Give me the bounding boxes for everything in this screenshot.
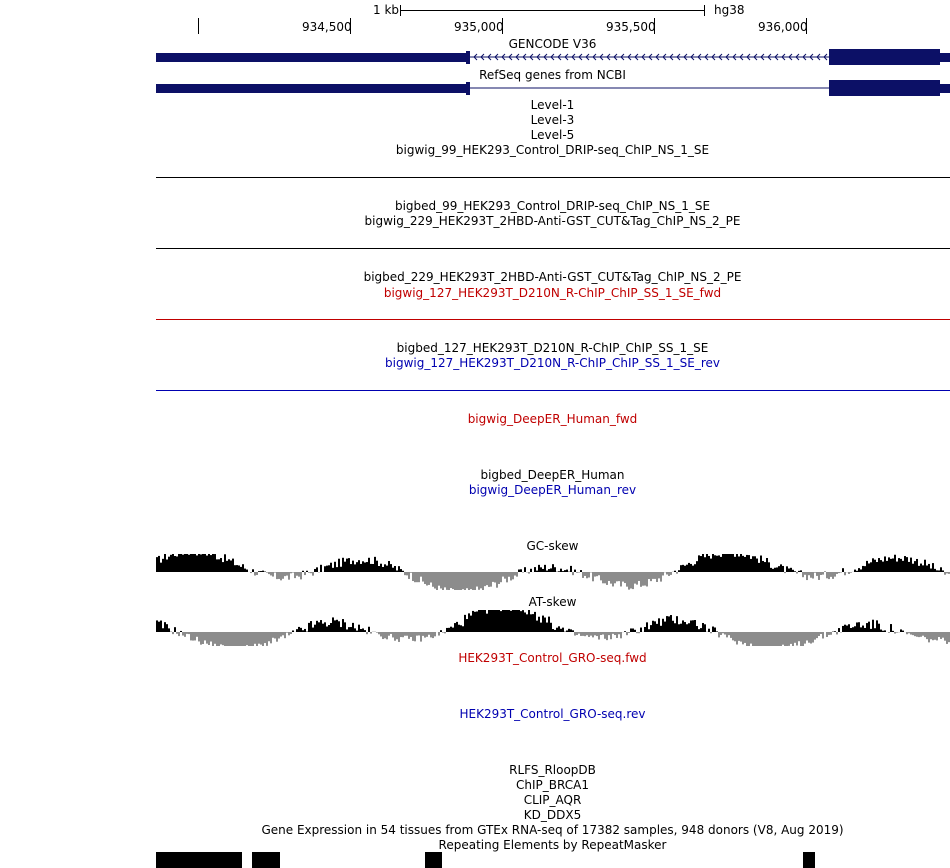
- track-label-deeper-fwd[interactable]: bigwig_DeepER_Human_fwd: [467, 412, 638, 426]
- repeat-element[interactable]: [425, 852, 442, 868]
- scale-bar-left-cap: [400, 5, 401, 16]
- track-label-bigbed-99[interactable]: bigbed_99_HEK293_Control_DRIP-seq_ChIP_N…: [394, 199, 711, 213]
- repeat-element[interactable]: [803, 852, 815, 868]
- track-label-level1[interactable]: Level-1: [530, 98, 575, 112]
- bigwig-229-baseline: [156, 248, 950, 249]
- ruler-tick: [654, 18, 655, 34]
- track-label-deeper-bed[interactable]: bigbed_DeepER_Human: [480, 468, 625, 482]
- ruler-position-label: 936,000: [758, 20, 808, 34]
- bigwig-127-fwd-baseline: [156, 319, 950, 320]
- track-label-level3[interactable]: Level-3: [530, 113, 575, 127]
- gencode-exon-left-tall[interactable]: [466, 51, 470, 64]
- ruler-tick: [806, 18, 807, 34]
- track-label-gc-skew[interactable]: GC-skew: [526, 539, 579, 553]
- bigwig-127-rev-baseline: [156, 390, 950, 391]
- track-label-bigbed-229[interactable]: bigbed_229_HEK293T_2HBD-Anti-GST_CUT&Tag…: [363, 270, 742, 284]
- gencode-exon-right-utr[interactable]: [940, 53, 950, 62]
- ruler-tick: [198, 18, 199, 34]
- bigwig-99-baseline: [156, 177, 950, 178]
- track-label-bigwig-127-fwd[interactable]: bigwig_127_HEK293T_D210N_R-ChIP_ChIP_SS_…: [383, 286, 722, 300]
- track-label-bigwig-127-rev[interactable]: bigwig_127_HEK293T_D210N_R-ChIP_ChIP_SS_…: [385, 356, 720, 370]
- track-label-refseq[interactable]: RefSeq genes from NCBI: [479, 68, 626, 82]
- scale-bar-right-cap: [704, 5, 705, 16]
- ruler-position-label: 934,500: [302, 20, 352, 34]
- track-label-gro-fwd[interactable]: HEK293T_Control_GRO-seq.fwd: [458, 651, 647, 665]
- track-label-rlfs[interactable]: RLFS_RloopDB: [509, 763, 596, 777]
- track-label-gtex[interactable]: Gene Expression in 54 tissues from GTEx …: [261, 823, 844, 837]
- gc-skew-plot[interactable]: [156, 554, 950, 590]
- track-label-kd-ddx5[interactable]: KD_DDX5: [523, 808, 582, 822]
- gencode-strand-arrows: [473, 53, 828, 61]
- track-label-bigbed-127[interactable]: bigbed_127_HEK293T_D210N_R-ChIP_ChIP_SS_…: [396, 341, 709, 355]
- ruler-position-label: 935,000: [454, 20, 504, 34]
- track-label-chip-brca1[interactable]: ChIP_BRCA1: [516, 778, 589, 792]
- scale-bar-label: 1 kb: [373, 3, 400, 17]
- track-label-repeatmasker[interactable]: Repeating Elements by RepeatMasker: [438, 838, 667, 852]
- track-label-gencode[interactable]: GENCODE V36: [508, 37, 597, 51]
- assembly-label: hg38: [714, 3, 745, 17]
- scale-bar: [400, 10, 705, 11]
- ruler-position-label: 935,500: [606, 20, 656, 34]
- gencode-exon-left[interactable]: [156, 53, 468, 62]
- ruler-tick: [502, 18, 503, 34]
- ruler-tick: [350, 18, 351, 34]
- track-label-bigwig-99[interactable]: bigwig_99_HEK293_Control_DRIP-seq_ChIP_N…: [395, 143, 710, 157]
- repeat-element[interactable]: [252, 852, 280, 868]
- track-label-bigwig-229[interactable]: bigwig_229_HEK293T_2HBD-Anti-GST_CUT&Tag…: [364, 214, 741, 228]
- track-label-deeper-rev[interactable]: bigwig_DeepER_Human_rev: [468, 483, 637, 497]
- at-skew-plot[interactable]: [156, 610, 950, 646]
- track-label-at-skew[interactable]: AT-skew: [528, 595, 577, 609]
- refseq-exon-left[interactable]: [156, 84, 468, 93]
- track-label-gro-rev[interactable]: HEK293T_Control_GRO-seq.rev: [459, 707, 646, 721]
- refseq-exon-right-utr[interactable]: [940, 84, 950, 93]
- gencode-exon-right[interactable]: [829, 49, 940, 65]
- track-label-level5[interactable]: Level-5: [530, 128, 575, 142]
- repeat-element[interactable]: [156, 852, 242, 868]
- track-label-clip-aqr[interactable]: CLIP_AQR: [523, 793, 582, 807]
- refseq-exon-right[interactable]: [829, 80, 940, 96]
- refseq-exon-left-tall[interactable]: [466, 82, 470, 95]
